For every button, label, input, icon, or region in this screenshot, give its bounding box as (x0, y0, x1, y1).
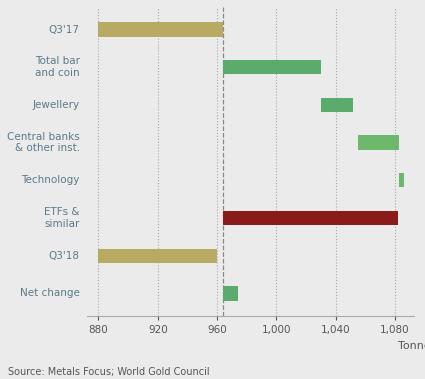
Bar (99, 249, 217, 263)
Bar (99, 22, 223, 37)
Text: Source: Metals Focus; World Gold Council: Source: Metals Focus; World Gold Council (8, 367, 210, 377)
X-axis label: Tonnes: Tonnes (398, 341, 425, 351)
Bar (223, 286, 238, 301)
Bar (223, 60, 321, 74)
Bar (321, 98, 354, 112)
Bar (358, 135, 399, 150)
Bar (223, 211, 398, 225)
Bar (400, 173, 404, 188)
